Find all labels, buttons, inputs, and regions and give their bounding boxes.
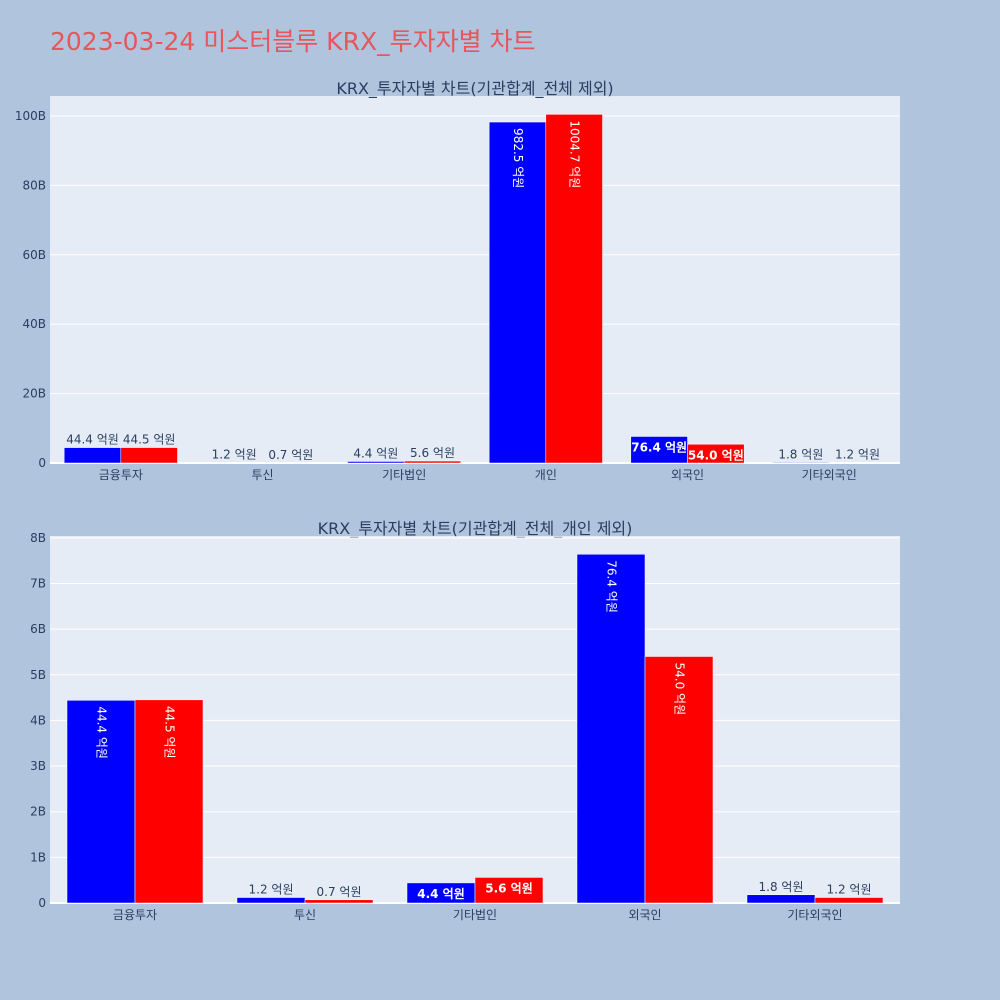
data-label: 0.7 억원 <box>268 448 313 462</box>
sell-bar <box>304 899 374 904</box>
y-tick-label: 4B <box>30 713 46 727</box>
sell-bar <box>545 114 603 464</box>
sell-bar <box>134 699 204 904</box>
y-tick-label: 0 <box>38 456 46 470</box>
y-tick-label: 100B <box>15 109 46 123</box>
y-tick-label: 8B <box>30 531 46 545</box>
sell-bar <box>814 897 884 904</box>
plot-area <box>50 96 900 463</box>
page-title: 2023-03-24 미스터블루 KRX_투자자별 차트 <box>50 27 536 56</box>
data-label: 54.0 억원 <box>673 663 687 716</box>
x-tick-label: 개인 <box>535 468 557 482</box>
data-label: 76.4 억원 <box>631 440 687 454</box>
data-label: 4.4 억원 <box>417 887 465 901</box>
sell-bar <box>474 877 544 904</box>
sell-bar <box>120 447 178 464</box>
sell-bar <box>687 444 745 464</box>
x-tick-label: 기타법인 <box>453 908 497 922</box>
y-tick-label: 7B <box>30 576 46 590</box>
buy-bar <box>746 894 816 904</box>
y-tick-label: 40B <box>22 317 46 331</box>
data-label: 1.8 억원 <box>778 447 823 461</box>
data-label: 1.2 억원 <box>212 448 257 462</box>
y-tick-label: 6B <box>30 622 46 636</box>
data-label: 1.2 억원 <box>835 448 880 462</box>
y-tick-label: 2B <box>30 805 46 819</box>
data-label: 1004.7 억원 <box>568 120 582 188</box>
x-tick-label: 기타법인 <box>382 468 426 482</box>
data-label: 0.7 억원 <box>317 885 362 899</box>
data-label: 5.6 억원 <box>410 446 455 460</box>
y-tick-label: 20B <box>22 387 46 401</box>
y-tick-label: 5B <box>30 668 46 682</box>
sell-bar <box>403 460 462 464</box>
x-tick-label: 투신 <box>294 908 316 922</box>
data-label: 1.2 억원 <box>827 883 872 897</box>
data-label: 44.5 억원 <box>123 433 176 447</box>
y-tick-label: 0 <box>38 896 46 910</box>
x-tick-label: 외국인 <box>671 468 704 482</box>
chart-bottom: KRX_투자자별 차트(기관합계_전체_개인 제외) 0 1B 2B 3B 4B 5B 6B 7… <box>30 519 900 922</box>
y-tick-label: 3B <box>30 759 46 773</box>
x-tick-label: 투신 <box>251 468 273 482</box>
y-tick-label: 80B <box>22 178 46 192</box>
x-tick-label: 기타외국인 <box>802 468 857 482</box>
chart-title: KRX_투자자별 차트(기관합계_전체_개인 제외) <box>318 519 633 539</box>
buy-bar <box>66 700 136 904</box>
y-tick-label: 60B <box>22 248 46 262</box>
data-label: 982.5 억원 <box>511 128 525 188</box>
data-label: 5.6 억원 <box>485 881 533 895</box>
buy-bar <box>236 897 306 904</box>
data-label: 54.0 억원 <box>688 448 744 462</box>
buy-bar <box>630 436 688 464</box>
data-label: 44.4 억원 <box>95 706 109 759</box>
sell-bar <box>644 656 714 904</box>
data-label: 76.4 억원 <box>605 560 619 613</box>
x-tick-label: 금융투자 <box>99 468 143 482</box>
buy-bar <box>63 447 122 464</box>
chart-title: KRX_투자자별 차트(기관합계_전체 제외) <box>336 79 613 99</box>
data-label: 4.4 억원 <box>353 446 398 460</box>
buy-bar <box>576 554 646 904</box>
data-label: 1.8 억원 <box>759 880 804 894</box>
buy-bar <box>772 462 830 464</box>
x-tick-label: 외국인 <box>628 908 661 922</box>
x-tick-label: 금융투자 <box>113 908 157 922</box>
y-tick-label: 1B <box>30 850 46 864</box>
buy-bar <box>347 461 405 464</box>
data-label: 44.5 억원 <box>163 706 177 759</box>
data-label: 44.4 억원 <box>66 433 119 447</box>
data-label: 1.2 억원 <box>249 883 294 897</box>
x-tick-label: 기타외국인 <box>787 908 842 922</box>
chart-top: KRX_투자자별 차트(기관합계_전체 제외) 0 20B 40B 60B 80B 100B… <box>15 79 900 482</box>
